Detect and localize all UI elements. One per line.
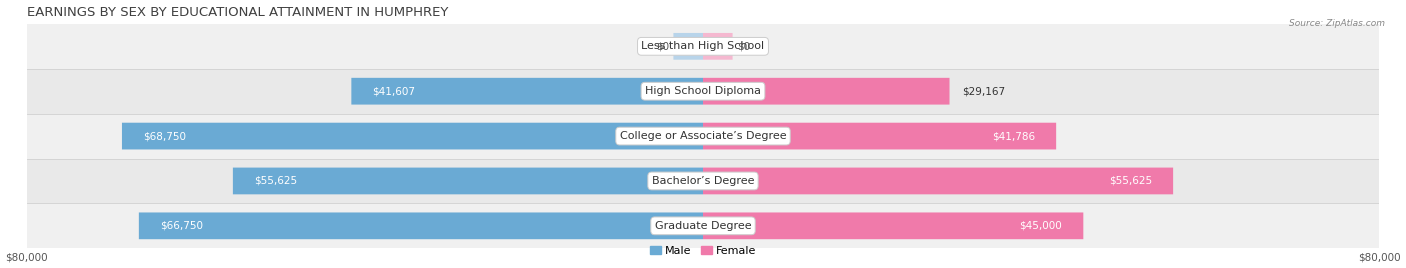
Legend: Male, Female: Male, Female [645, 242, 761, 261]
Text: $41,607: $41,607 [373, 86, 416, 96]
FancyBboxPatch shape [703, 78, 949, 105]
FancyBboxPatch shape [352, 78, 703, 105]
Text: Less than High School: Less than High School [641, 41, 765, 51]
Text: Graduate Degree: Graduate Degree [655, 221, 751, 231]
Text: $41,786: $41,786 [991, 131, 1035, 141]
FancyBboxPatch shape [673, 33, 703, 60]
Text: $0: $0 [737, 41, 749, 51]
Bar [27, 69, 1379, 114]
FancyBboxPatch shape [703, 213, 1084, 239]
Text: College or Associate’s Degree: College or Associate’s Degree [620, 131, 786, 141]
Text: $55,625: $55,625 [1109, 176, 1152, 186]
FancyBboxPatch shape [703, 33, 733, 60]
Bar [27, 159, 1379, 203]
Bar [27, 203, 1379, 248]
Text: High School Diploma: High School Diploma [645, 86, 761, 96]
Text: $29,167: $29,167 [962, 86, 1005, 96]
Text: $66,750: $66,750 [160, 221, 202, 231]
Bar [27, 24, 1379, 69]
Bar [27, 114, 1379, 159]
FancyBboxPatch shape [703, 168, 1173, 194]
Text: $55,625: $55,625 [254, 176, 297, 186]
FancyBboxPatch shape [703, 123, 1056, 150]
FancyBboxPatch shape [233, 168, 703, 194]
Text: EARNINGS BY SEX BY EDUCATIONAL ATTAINMENT IN HUMPHREY: EARNINGS BY SEX BY EDUCATIONAL ATTAINMEN… [27, 6, 449, 18]
Text: $68,750: $68,750 [143, 131, 186, 141]
Text: Source: ZipAtlas.com: Source: ZipAtlas.com [1289, 19, 1385, 28]
Text: Bachelor’s Degree: Bachelor’s Degree [652, 176, 754, 186]
Text: $45,000: $45,000 [1019, 221, 1062, 231]
FancyBboxPatch shape [122, 123, 703, 150]
FancyBboxPatch shape [139, 213, 703, 239]
Text: $0: $0 [657, 41, 669, 51]
